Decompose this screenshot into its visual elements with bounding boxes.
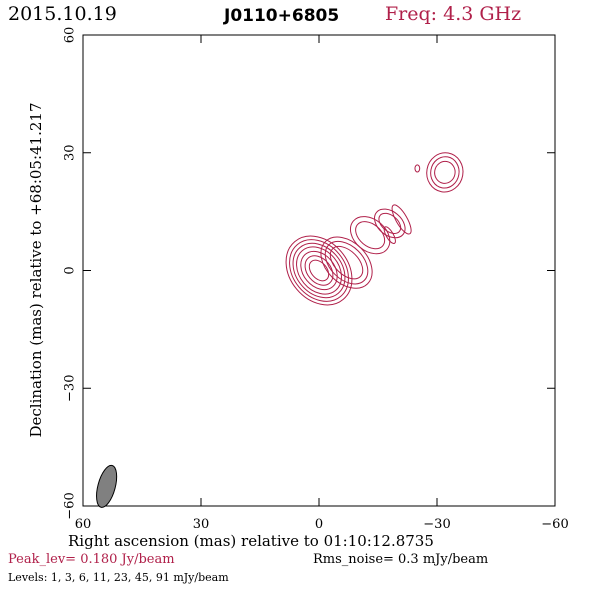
plot-border bbox=[82, 34, 556, 507]
y-tick-label: −30 bbox=[63, 375, 78, 402]
frequency-label: Freq: 4.3 GHz bbox=[385, 3, 522, 25]
observation-date: 2015.10.19 bbox=[8, 3, 117, 25]
contour-outer-blob bbox=[430, 156, 460, 189]
x-axis-label: Right ascension (mas) relative to 01:10:… bbox=[68, 532, 434, 550]
x-tick-label: 60 bbox=[75, 517, 92, 532]
contour-levels: Levels: 1, 3, 6, 11, 23, 45, 91 mJy/beam bbox=[8, 571, 229, 584]
x-tick-label: −60 bbox=[541, 517, 568, 532]
peak-level: Peak_lev= 0.180 Jy/beam bbox=[8, 552, 175, 567]
contour-outer-blob bbox=[426, 152, 464, 193]
contour-core bbox=[285, 235, 353, 306]
rms-noise: Rms_noise= 0.3 mJy/beam bbox=[313, 552, 489, 567]
contour-layer bbox=[285, 152, 464, 306]
contour-outer-blob bbox=[434, 160, 456, 184]
beam-layer bbox=[96, 464, 118, 508]
contour-jet-tip bbox=[391, 204, 412, 235]
contour-core bbox=[296, 246, 342, 295]
contour-core bbox=[292, 242, 346, 299]
y-tick-label: 0 bbox=[63, 266, 78, 274]
x-tick-label: 0 bbox=[315, 517, 323, 532]
x-tick-label: 30 bbox=[193, 517, 210, 532]
contour-core bbox=[304, 255, 334, 286]
contour-inner-jet bbox=[329, 245, 364, 280]
contour-jet-small-knot bbox=[383, 226, 396, 245]
contour-jet-knot-2 bbox=[378, 212, 402, 234]
y-tick-label: 60 bbox=[63, 27, 78, 44]
x-tick-label: −30 bbox=[423, 517, 450, 532]
contour-core bbox=[308, 259, 330, 282]
contour-core bbox=[289, 239, 349, 302]
y-tick-label: −60 bbox=[63, 492, 78, 519]
contour-outer-spot bbox=[414, 164, 421, 173]
source-name: J0110+6805 bbox=[224, 6, 340, 26]
y-tick-label: 30 bbox=[63, 144, 78, 161]
beam-ellipse bbox=[96, 464, 118, 508]
contour-inner-jet bbox=[324, 240, 369, 285]
contour-jet-knot-2 bbox=[374, 208, 406, 239]
contour-jet-knot-1 bbox=[355, 221, 386, 250]
contour-jet-knot-1 bbox=[349, 216, 391, 255]
tick-layer: 60 30 0 −30 −60 −60 −30 0 30 60 bbox=[63, 27, 569, 532]
plot-frame bbox=[82, 34, 556, 507]
y-axis-label: Declination (mas) relative to +68:05:41.… bbox=[27, 102, 45, 438]
